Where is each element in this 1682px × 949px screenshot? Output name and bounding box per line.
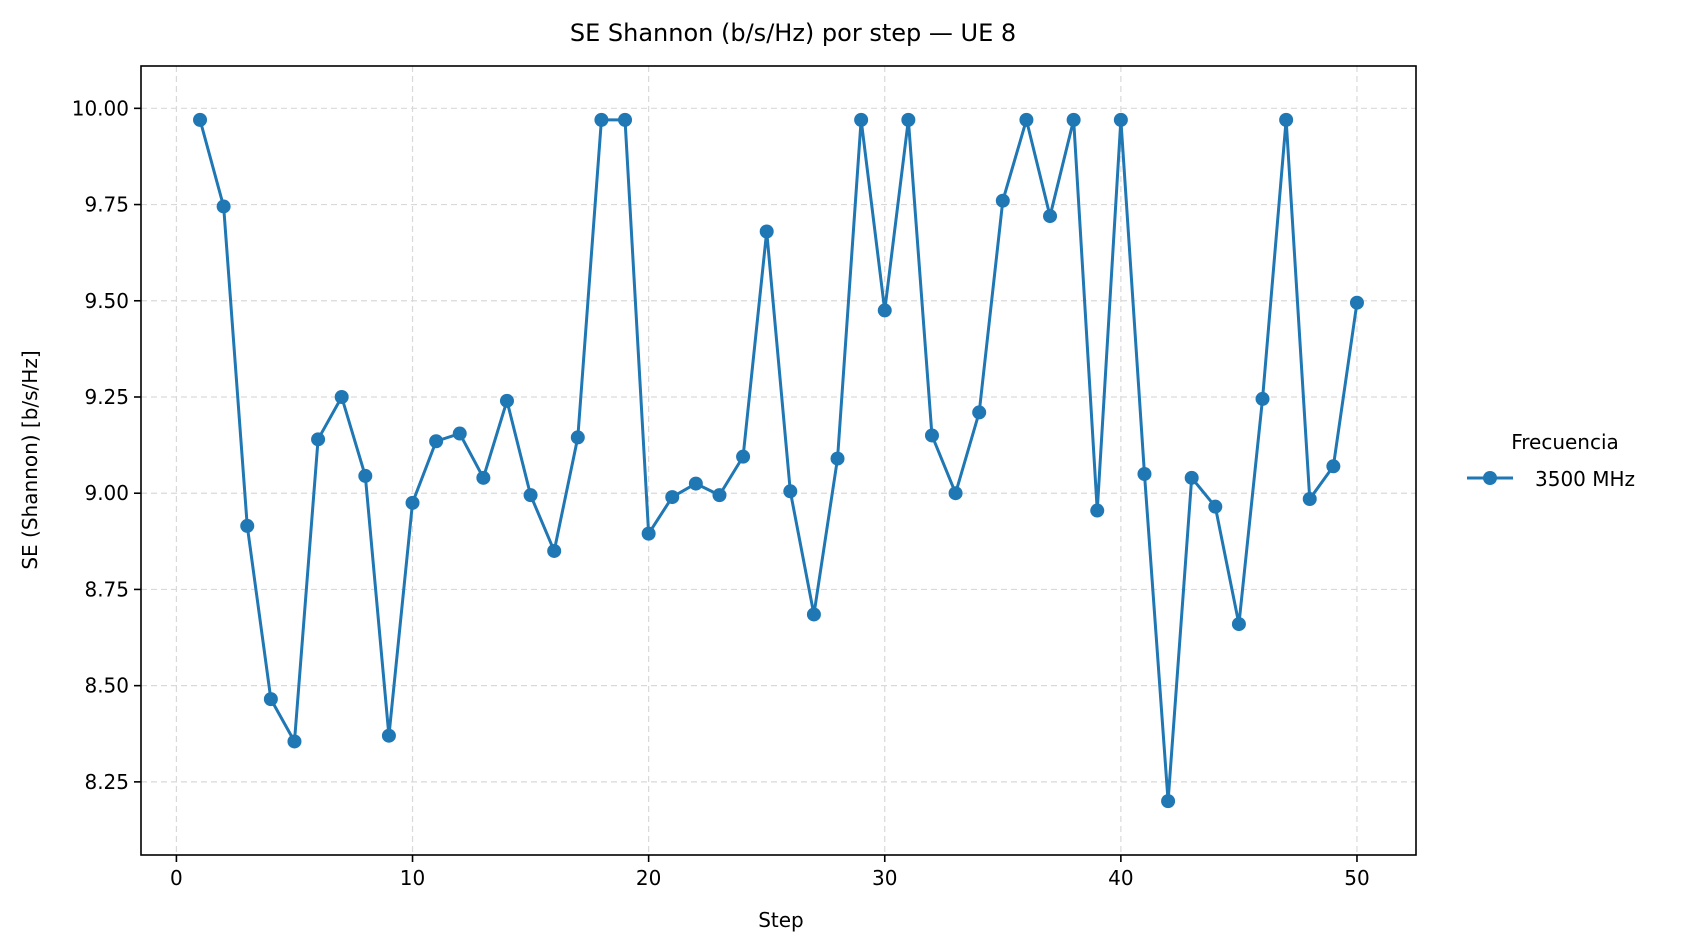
data-point bbox=[452, 426, 467, 441]
plot-area-frame bbox=[140, 65, 1417, 856]
data-point bbox=[759, 224, 774, 239]
legend: Frecuencia 3500 MHz bbox=[1467, 430, 1635, 491]
data-point bbox=[641, 526, 656, 541]
data-point bbox=[1066, 112, 1081, 127]
x-tick-label: 0 bbox=[170, 866, 183, 890]
data-point bbox=[924, 428, 939, 443]
data-point bbox=[1302, 491, 1317, 506]
series-line bbox=[198, 118, 1359, 803]
data-point bbox=[783, 484, 798, 499]
x-tick-label: 10 bbox=[400, 866, 425, 890]
x-tick-label: 20 bbox=[636, 866, 661, 890]
x-tick-label: 50 bbox=[1344, 866, 1369, 890]
x-axis-label: Step bbox=[758, 908, 804, 932]
data-point bbox=[1161, 794, 1176, 809]
y-tick-label: 8.75 bbox=[84, 577, 129, 601]
data-point bbox=[972, 405, 987, 420]
data-point bbox=[287, 734, 302, 749]
data-point bbox=[736, 449, 751, 464]
data-point bbox=[594, 112, 609, 127]
y-tick-label: 9.25 bbox=[84, 385, 129, 409]
x-tick-label: 40 bbox=[1108, 866, 1133, 890]
x-tick-label: 30 bbox=[872, 866, 897, 890]
chart-title: SE Shannon (b/s/Hz) por step — UE 8 bbox=[570, 19, 1016, 47]
data-point bbox=[948, 486, 963, 501]
legend-title: Frecuencia bbox=[1511, 430, 1619, 454]
data-point bbox=[854, 112, 869, 127]
data-point bbox=[334, 389, 349, 404]
data-point bbox=[570, 430, 585, 445]
data-point bbox=[216, 199, 231, 214]
y-axis-label: SE (Shannon) [b/s/Hz] bbox=[18, 350, 42, 569]
y-tick-label: 9.50 bbox=[84, 289, 129, 313]
data-point bbox=[1231, 617, 1246, 632]
data-point bbox=[1255, 391, 1270, 406]
data-point bbox=[688, 476, 703, 491]
data-point bbox=[381, 728, 396, 743]
data-point bbox=[830, 451, 845, 466]
data-point bbox=[618, 112, 633, 127]
y-tick-label: 9.75 bbox=[84, 193, 129, 217]
legend-marker-icon bbox=[1483, 471, 1497, 485]
data-point bbox=[240, 518, 255, 533]
data-point bbox=[1326, 459, 1341, 474]
data-point bbox=[1349, 295, 1364, 310]
data-point bbox=[1090, 503, 1105, 518]
data-point bbox=[429, 434, 444, 449]
series-layer bbox=[193, 112, 1364, 809]
data-point bbox=[358, 468, 373, 483]
data-point bbox=[995, 193, 1010, 208]
data-point bbox=[476, 470, 491, 485]
data-point bbox=[1184, 470, 1199, 485]
data-point bbox=[499, 393, 514, 408]
data-point bbox=[901, 112, 916, 127]
data-point bbox=[1019, 112, 1034, 127]
data-point bbox=[1279, 112, 1294, 127]
axis-ticks: 0 10 20 30 40 50 8.25 8.50 8.75 9.00 9.25 9.50 9.75 1… bbox=[72, 96, 1370, 890]
y-tick-label: 8.25 bbox=[84, 770, 129, 794]
data-point bbox=[193, 112, 208, 127]
y-tick-label: 8.50 bbox=[84, 674, 129, 698]
data-point bbox=[1043, 209, 1058, 224]
data-point bbox=[263, 692, 278, 707]
data-point bbox=[877, 303, 892, 318]
data-point bbox=[405, 495, 420, 510]
data-point bbox=[523, 488, 538, 503]
data-point bbox=[1208, 499, 1223, 514]
legend-item-label: 3500 MHz bbox=[1535, 467, 1635, 491]
y-tick-label: 9.00 bbox=[84, 481, 129, 505]
data-point bbox=[311, 432, 326, 447]
data-point bbox=[1113, 112, 1128, 127]
data-point bbox=[806, 607, 821, 622]
data-point bbox=[1137, 466, 1152, 481]
data-point bbox=[547, 543, 562, 558]
data-point bbox=[712, 488, 727, 503]
y-tick-label: 10.00 bbox=[72, 96, 129, 120]
grid bbox=[141, 66, 1416, 855]
data-point bbox=[665, 490, 680, 505]
